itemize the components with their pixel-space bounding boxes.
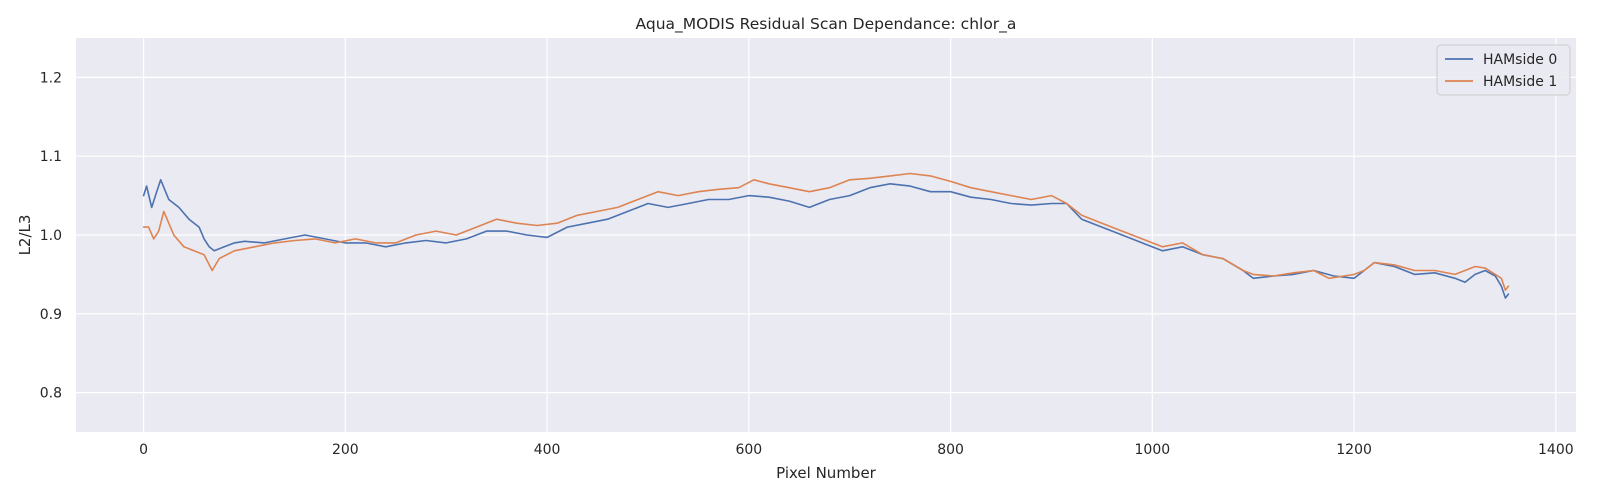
y-axis-label: L2/L3 (16, 215, 34, 256)
chart-title: Aqua_MODIS Residual Scan Dependance: chl… (636, 15, 1017, 34)
legend-frame (1436, 44, 1571, 96)
y-tick-label: 0.8 (40, 386, 62, 402)
x-tick-label: 400 (534, 442, 561, 458)
x-tick-label: 0 (139, 442, 148, 458)
series-layer (142, 172, 1510, 299)
x-axis-ticks: 0 200 400 600 800 1000 1200 1400 (139, 442, 1574, 458)
y-tick-label: 1.2 (40, 70, 62, 86)
y-tick-label: 0.9 (40, 307, 62, 323)
y-tick-label: 1.1 (40, 149, 62, 165)
x-tick-label: 1200 (1336, 442, 1372, 458)
legend-label-0: HAMside 0 (1483, 52, 1557, 68)
y-axis-ticks: 0.8 0.9 1.0 1.1 1.2 (40, 70, 62, 401)
y-tick-label: 1.0 (40, 228, 62, 244)
x-tick-label: 1000 (1135, 442, 1171, 458)
legend-label-1: HAMside 1 (1483, 74, 1557, 90)
x-tick-label: 1400 (1538, 442, 1574, 458)
x-tick-label: 800 (937, 442, 964, 458)
series-line-1 (142, 172, 1510, 292)
grid (76, 38, 1576, 432)
x-tick-label: 200 (332, 442, 359, 458)
legend: HAMside 0 HAMside 1 (1436, 44, 1571, 96)
x-axis-label: Pixel Number (776, 464, 877, 482)
x-tick-label: 600 (735, 442, 762, 458)
